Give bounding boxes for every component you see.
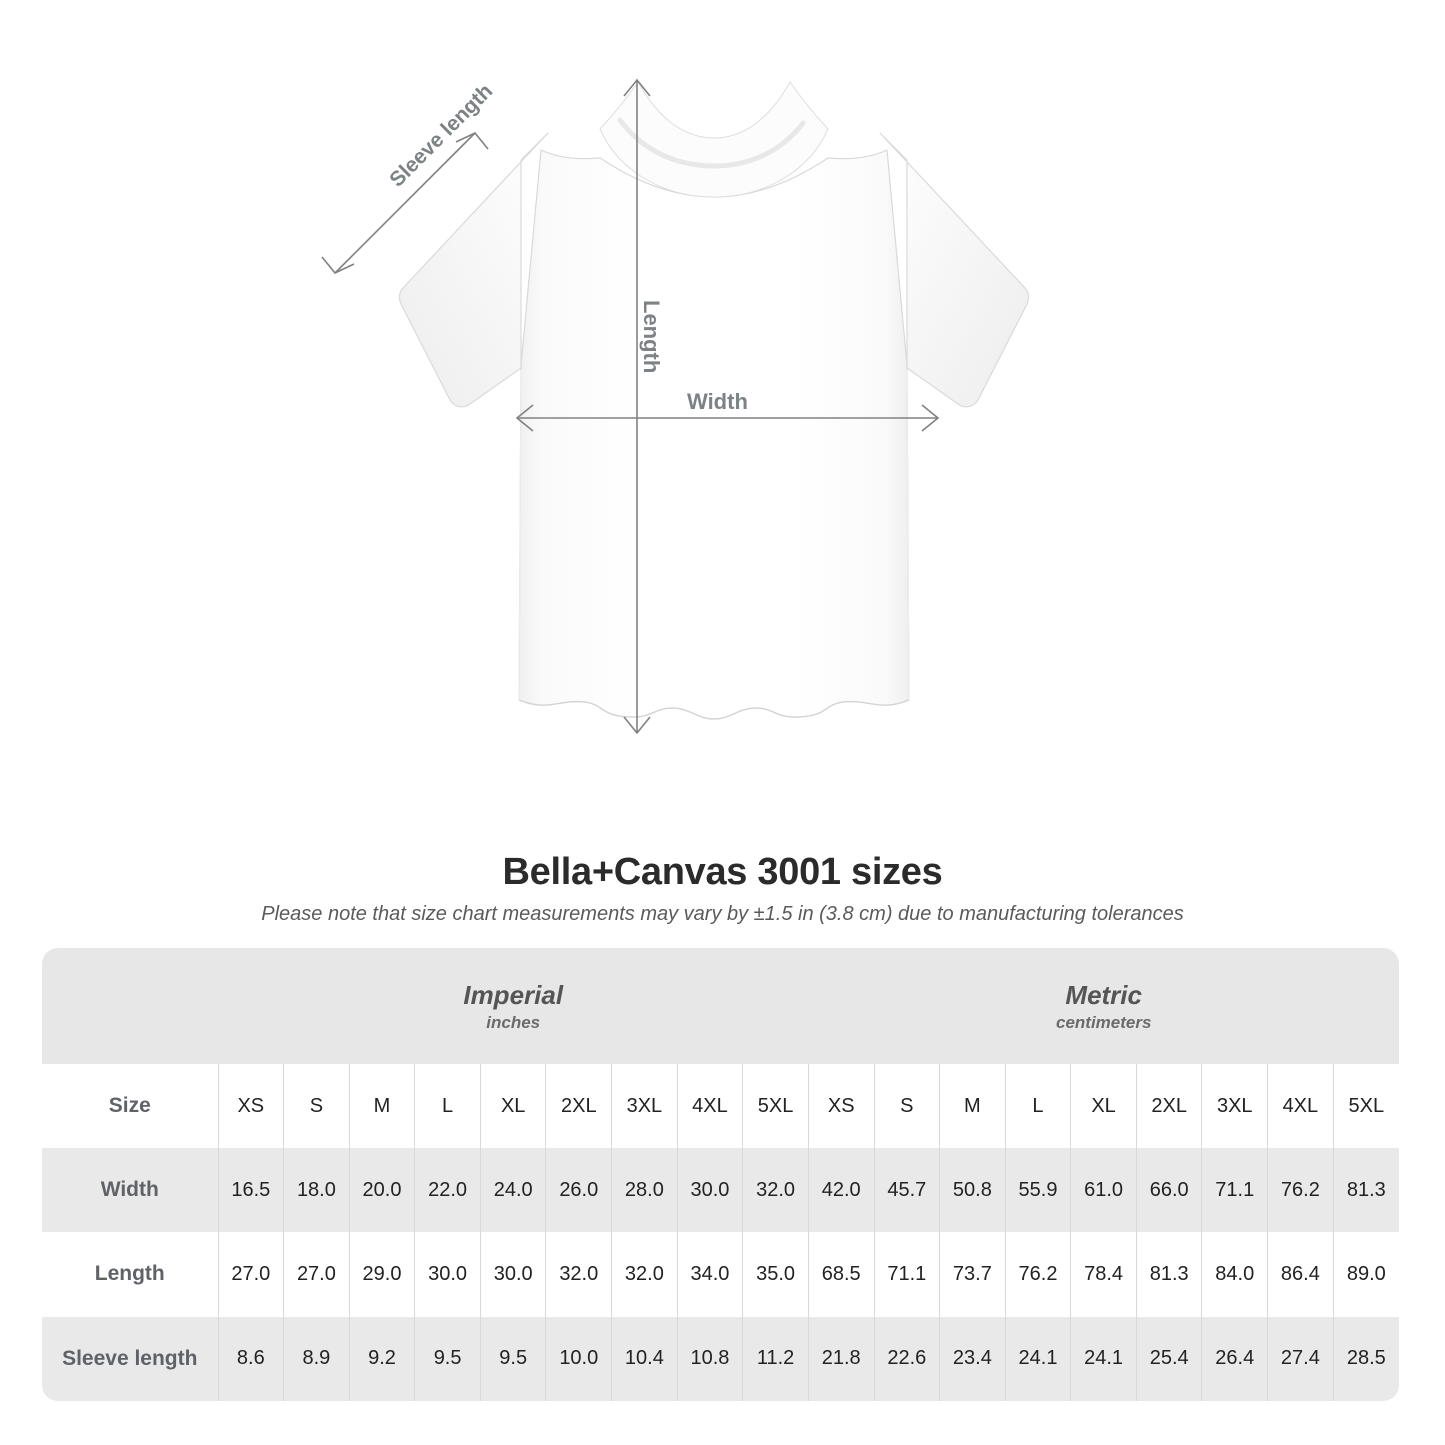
svg-text:Sleeve length: Sleeve length: [385, 80, 497, 192]
svg-text:Length: Length: [639, 300, 664, 373]
svg-text:Width: Width: [687, 389, 748, 414]
